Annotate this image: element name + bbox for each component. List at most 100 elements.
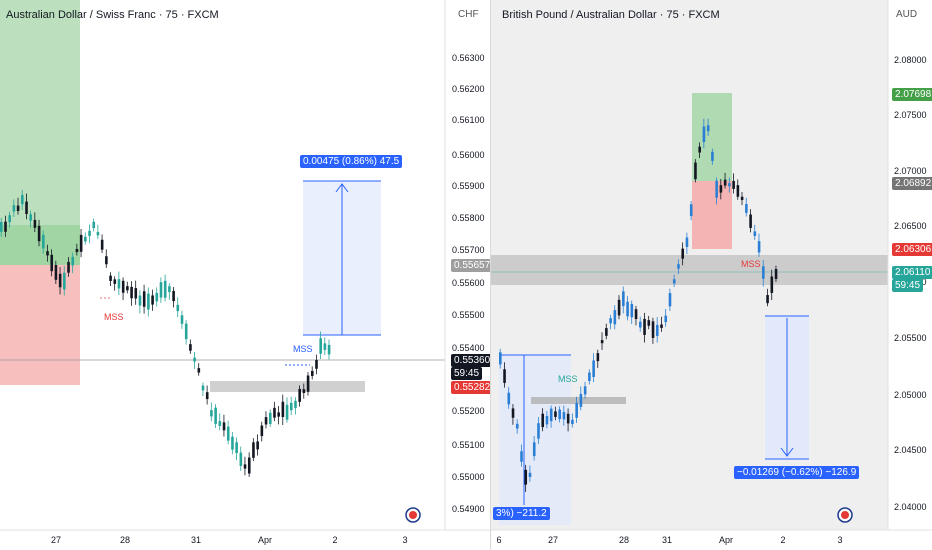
candle-body [25, 201, 28, 214]
flag-icon-left-inner [409, 511, 417, 519]
candle-body [554, 411, 557, 417]
right-x-tick: Apr [719, 535, 733, 545]
candle-body [222, 422, 226, 431]
candle-body [100, 239, 104, 250]
right-y-tick: 2.07500 [894, 110, 927, 120]
mss-label-right-2: MSS [741, 259, 761, 269]
candle-body [54, 265, 58, 280]
candle-body [626, 301, 629, 317]
candle-body [605, 328, 608, 336]
left-y-tick: 0.55500 [452, 310, 485, 320]
candle-body [558, 409, 561, 420]
countdown-tag-right: 59:45 [892, 279, 924, 292]
right-y-tick: 2.08000 [894, 55, 927, 65]
candle-body [239, 452, 243, 467]
candle-body [113, 279, 117, 284]
right-x-tick: 28 [619, 535, 629, 545]
left-y-tick: 0.55600 [452, 278, 485, 288]
right-y-tick: 2.05500 [894, 333, 927, 343]
candle-body [740, 196, 744, 200]
current-price-tag-right: 2.06110 [892, 266, 932, 279]
candle-body [37, 225, 41, 242]
candle-body [197, 368, 201, 373]
left-x-tick: 28 [120, 535, 130, 545]
candle-body [694, 162, 697, 180]
candle-body [273, 407, 276, 418]
candle-body [549, 408, 553, 422]
candle-body [753, 231, 757, 236]
candle-body [622, 291, 625, 307]
candle-body [205, 392, 209, 400]
level-tag-left-b: 0.55282 [451, 381, 490, 394]
right-x-tick: 27 [548, 535, 558, 545]
left-x-tick: 2 [332, 535, 337, 545]
candle-body [260, 425, 264, 437]
candle-body [96, 232, 100, 236]
candle-body [545, 416, 549, 425]
measure-label-right: −0.01269 (−0.62%) −126.9 [734, 466, 860, 479]
left-y-tick: 0.55800 [452, 213, 485, 223]
candle-body [723, 179, 727, 186]
candle-body [63, 272, 66, 290]
candle-body [214, 407, 217, 424]
right-y-tick: 2.05000 [894, 390, 927, 400]
candle-body [130, 286, 133, 299]
candle-body [184, 323, 188, 340]
candle-body [180, 315, 184, 324]
candle-body [0, 221, 3, 232]
candle-body [231, 436, 234, 450]
candle-body [58, 273, 62, 288]
candle-body [21, 194, 24, 205]
candle-body [298, 388, 301, 402]
candle-body [46, 251, 49, 256]
price-tag-grey-right: 2.06892 [892, 177, 932, 190]
right-x-axis[interactable]: 6 27 28 31 Apr 2 3 [496, 535, 842, 545]
left-chart-title: Australian Dollar / Swiss Franc · 75 · F… [6, 9, 219, 21]
candle-body [566, 413, 570, 424]
candle-body [681, 248, 685, 259]
candle-body [163, 280, 167, 298]
left-chart-canvas[interactable]: MSS MSS 0.56300 0.56200 0.56100 0.56000 0.55… [0, 0, 490, 550]
candle-body [647, 320, 651, 326]
right-y-tick: 2.07000 [894, 166, 927, 176]
candle-body [189, 344, 192, 351]
candle-body [235, 442, 238, 454]
candle-body [774, 268, 778, 279]
candle-body [511, 408, 515, 418]
candle-body [193, 357, 196, 362]
candle-body [327, 344, 331, 355]
right-currency-label[interactable]: AUD [896, 9, 918, 20]
right-x-tick: 2 [780, 535, 785, 545]
candle-body [138, 295, 142, 306]
right-chart-canvas[interactable]: MSS MSS 2.08000 2.07500 2.07000 2.06500 2.06… [491, 0, 932, 550]
candle-body [571, 419, 574, 425]
candle-body [732, 180, 735, 189]
mss-label-left-2: MSS [293, 344, 313, 354]
candle-body [319, 338, 322, 354]
candle-body [689, 204, 693, 217]
candle-body [698, 146, 701, 153]
left-chart-panel[interactable]: MSS MSS 0.56300 0.56200 0.56100 0.56000 0.55… [0, 0, 490, 550]
left-y-axis[interactable]: 0.56300 0.56200 0.56100 0.56000 0.55900 0.558… [452, 53, 485, 514]
candle-body [168, 286, 171, 293]
sell-zone-left [0, 265, 80, 385]
candle-body [507, 392, 511, 405]
candle-body [105, 256, 108, 265]
candle-body [121, 280, 125, 293]
candle-body [715, 180, 718, 198]
left-y-tick: 0.55100 [452, 440, 485, 450]
left-currency-label[interactable]: CHF [458, 9, 479, 20]
candle-body [503, 369, 506, 383]
candle-body [702, 126, 706, 143]
candle-body [50, 254, 54, 272]
left-y-tick: 0.54900 [452, 504, 485, 514]
candle-body [706, 125, 710, 132]
candle-body [67, 261, 70, 273]
right-chart-panel[interactable]: MSS MSS 2.08000 2.07500 2.07000 2.06500 2.06… [490, 0, 932, 550]
candle-body [310, 370, 314, 376]
candle-body [524, 469, 528, 485]
candle-body [677, 264, 680, 269]
candle-body [655, 324, 659, 336]
left-y-tick: 0.55200 [452, 406, 485, 416]
left-x-axis[interactable]: 27 28 31 Apr 2 3 [51, 535, 408, 545]
